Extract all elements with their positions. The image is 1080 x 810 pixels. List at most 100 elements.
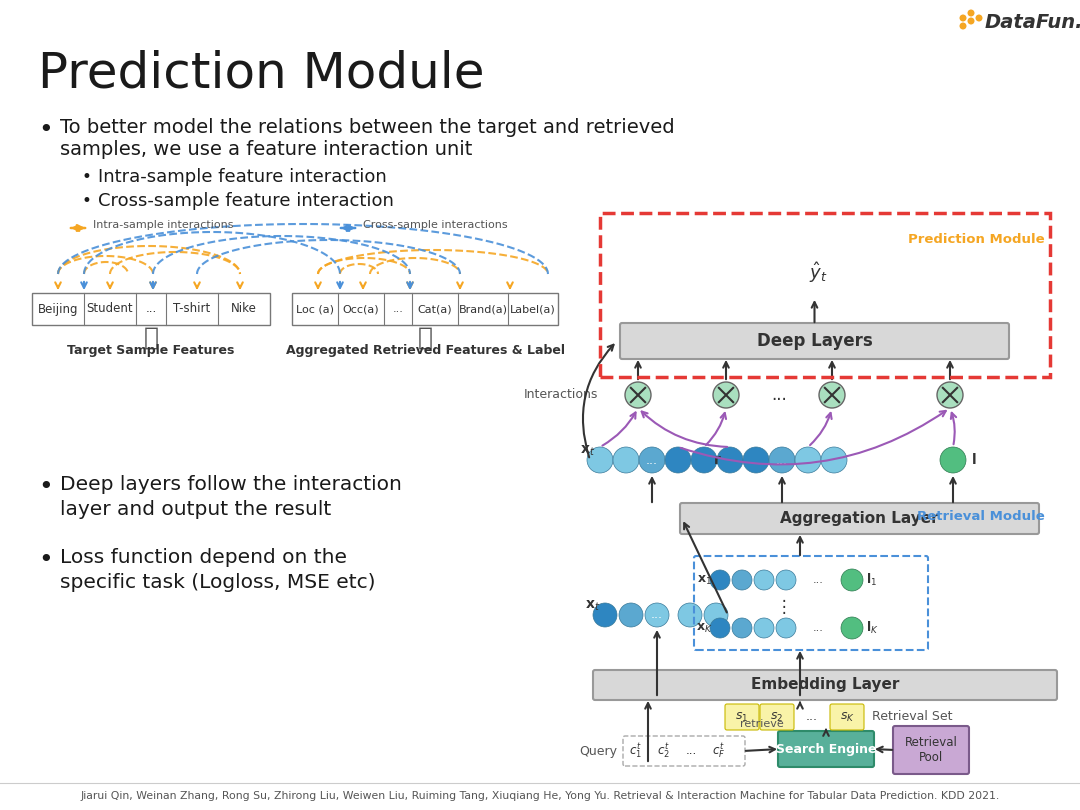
Circle shape: [959, 15, 967, 22]
Text: specific task (Logloss, MSE etc): specific task (Logloss, MSE etc): [60, 573, 376, 592]
Circle shape: [743, 447, 769, 473]
Text: Deep layers follow the interaction: Deep layers follow the interaction: [60, 475, 402, 494]
Text: Cross-sample feature interaction: Cross-sample feature interaction: [98, 192, 394, 210]
Text: layer and output the result: layer and output the result: [60, 500, 332, 519]
Text: Brand(a): Brand(a): [459, 304, 508, 314]
Circle shape: [777, 618, 796, 638]
FancyBboxPatch shape: [893, 726, 969, 774]
Text: ...: ...: [777, 454, 788, 467]
FancyBboxPatch shape: [680, 503, 1039, 534]
Text: $\hat{y}_t$: $\hat{y}_t$: [809, 260, 827, 285]
Bar: [600, 213, 1050, 377]
Text: Embedding Layer: Embedding Layer: [751, 677, 900, 693]
Text: ...: ...: [806, 710, 818, 723]
Circle shape: [639, 447, 665, 473]
Text: $\mathbf{x}_t$: $\mathbf{x}_t$: [580, 444, 595, 458]
Text: $\mathbf{x}_t$: $\mathbf{x}_t$: [584, 599, 600, 613]
Text: T-shirt: T-shirt: [174, 302, 211, 316]
FancyBboxPatch shape: [593, 670, 1057, 700]
Bar: [32, 293, 270, 325]
Text: $c^t_2$: $c^t_2$: [657, 741, 670, 761]
Text: Retrieval Module: Retrieval Module: [917, 510, 1045, 523]
Text: Target Sample Features: Target Sample Features: [67, 344, 234, 357]
Text: ...: ...: [392, 304, 404, 314]
Text: •: •: [82, 192, 92, 210]
Text: ...: ...: [646, 454, 658, 467]
Circle shape: [968, 10, 974, 16]
Circle shape: [777, 570, 796, 590]
Text: Prediction Module: Prediction Module: [38, 50, 485, 98]
Text: Search Engine: Search Engine: [775, 743, 876, 756]
Circle shape: [975, 15, 983, 22]
Text: $\mathbf{l}_K$: $\mathbf{l}_K$: [866, 620, 879, 636]
Text: ⏟: ⏟: [418, 326, 432, 350]
Text: To better model the relations between the target and retrieved: To better model the relations between th…: [60, 118, 675, 137]
FancyBboxPatch shape: [760, 704, 794, 730]
Text: Interactions: Interactions: [524, 389, 598, 402]
Text: •: •: [38, 548, 53, 572]
FancyBboxPatch shape: [831, 704, 864, 730]
Text: Query: Query: [579, 744, 617, 757]
Text: $c^t_F$: $c^t_F$: [713, 741, 726, 761]
Text: $\mathbf{x}_K$: $\mathbf{x}_K$: [696, 621, 712, 634]
Text: Intra-sample interactions: Intra-sample interactions: [93, 220, 233, 230]
Text: Jiarui Qin, Weinan Zhang, Rong Su, Zhirong Liu, Weiwen Liu, Ruiming Tang, Xiuqia: Jiarui Qin, Weinan Zhang, Rong Su, Zhiro…: [80, 791, 1000, 801]
Circle shape: [937, 382, 963, 408]
Text: Aggregation Layer: Aggregation Layer: [780, 511, 939, 526]
Circle shape: [769, 447, 795, 473]
Text: samples, we use a feature interaction unit: samples, we use a feature interaction un…: [60, 140, 472, 159]
Text: ...: ...: [146, 302, 157, 316]
Circle shape: [821, 447, 847, 473]
Circle shape: [588, 447, 613, 473]
Text: $c^t_1$: $c^t_1$: [629, 741, 642, 761]
Circle shape: [959, 23, 967, 29]
Circle shape: [710, 618, 730, 638]
Text: Prediction Module: Prediction Module: [908, 233, 1045, 246]
Text: ...: ...: [771, 386, 787, 404]
Text: ⏟: ⏟: [144, 326, 159, 350]
Text: Loc (a): Loc (a): [296, 304, 334, 314]
Text: Cross-sample interactions: Cross-sample interactions: [363, 220, 508, 230]
Circle shape: [717, 447, 743, 473]
Text: $\mathbf{l}_1$: $\mathbf{l}_1$: [866, 572, 877, 588]
Circle shape: [713, 382, 739, 408]
Circle shape: [665, 447, 691, 473]
Text: ...: ...: [686, 744, 697, 757]
Circle shape: [678, 603, 702, 627]
Text: ...: ...: [651, 608, 663, 621]
Text: $s_1$: $s_1$: [735, 710, 748, 723]
Circle shape: [754, 570, 774, 590]
Circle shape: [710, 570, 730, 590]
Text: $\mathbf{r}$: $\mathbf{r}$: [713, 453, 723, 467]
Text: Retrieval Set: Retrieval Set: [872, 710, 953, 723]
Circle shape: [625, 382, 651, 408]
Circle shape: [968, 18, 974, 24]
Text: ...: ...: [813, 575, 824, 585]
Circle shape: [691, 447, 717, 473]
Text: $\mathbf{x}_1$: $\mathbf{x}_1$: [697, 573, 712, 586]
Circle shape: [704, 603, 728, 627]
Text: Deep Layers: Deep Layers: [757, 332, 873, 350]
Text: •: •: [38, 475, 53, 499]
FancyBboxPatch shape: [620, 323, 1009, 359]
Circle shape: [940, 447, 966, 473]
Text: Cat(a): Cat(a): [418, 304, 453, 314]
Circle shape: [645, 603, 669, 627]
Circle shape: [841, 569, 863, 591]
Text: Beijing: Beijing: [38, 302, 78, 316]
Text: Occ(a): Occ(a): [342, 304, 379, 314]
Text: Loss function depend on the: Loss function depend on the: [60, 548, 347, 567]
Text: ...: ...: [813, 623, 824, 633]
Text: retrieve: retrieve: [740, 719, 783, 729]
Circle shape: [732, 618, 752, 638]
Circle shape: [732, 570, 752, 590]
Circle shape: [795, 447, 821, 473]
Circle shape: [619, 603, 643, 627]
Circle shape: [819, 382, 845, 408]
Text: Intra-sample feature interaction: Intra-sample feature interaction: [98, 168, 387, 186]
Circle shape: [613, 447, 639, 473]
Text: Aggregated Retrieved Features & Label: Aggregated Retrieved Features & Label: [285, 344, 565, 357]
FancyBboxPatch shape: [778, 731, 874, 767]
Circle shape: [754, 618, 774, 638]
Bar: [292, 293, 558, 325]
